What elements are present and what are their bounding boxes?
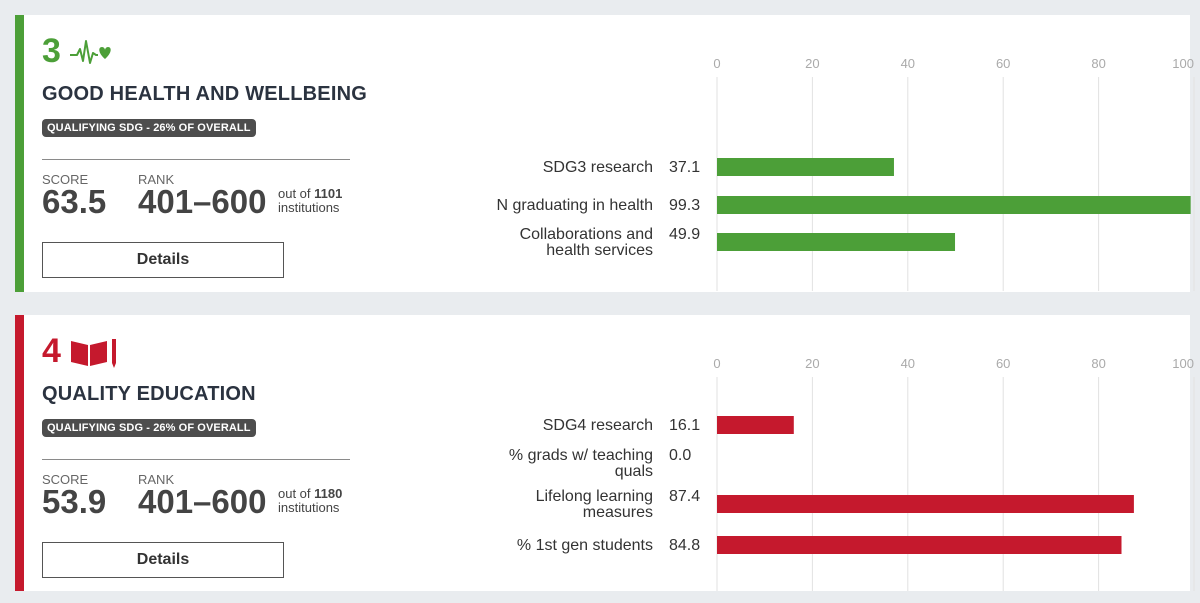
category-label-line: health services (546, 242, 653, 259)
value-label: 16.1 (669, 417, 700, 434)
category-label: SDG3 research (543, 159, 653, 176)
x-tick-label: 80 (1091, 56, 1105, 71)
sdg3-rank-value: 401–600 (138, 183, 267, 220)
sdg4-header: 4 (42, 332, 116, 370)
sdg3-out-of-total: 1101 (314, 186, 343, 201)
sdg4-out-of-suffix: institutions (278, 500, 340, 515)
sdg3-out-of-prefix: out of (278, 186, 311, 201)
value-label: 49.9 (669, 226, 700, 243)
x-tick-label: 60 (996, 56, 1010, 71)
category-label-line: % grads w/ teaching (509, 447, 653, 464)
category-label-line: N graduating in health (496, 197, 653, 214)
bar (717, 158, 894, 176)
x-tick-label: 0 (713, 56, 720, 71)
category-label-line: Collaborations and (520, 226, 653, 243)
sdg3-rank-label: RANK (138, 172, 175, 187)
sdg4-out-of-prefix: out of (278, 486, 311, 501)
sdg4-bar-chart: 0 20 40 60 80 100 SDG4 research 16.1 % grads w/ … (444, 315, 1200, 591)
x-tick-label: 40 (901, 356, 915, 371)
value-label: 99.3 (669, 197, 700, 214)
category-label: Lifelong learning measures (536, 488, 653, 521)
x-tick-label: 20 (805, 56, 819, 71)
x-tick-label: 80 (1091, 356, 1105, 371)
sdg3-bar-chart: 0 20 40 60 80 100 SDG3 research 37.1 N graduatin… (444, 15, 1200, 291)
sdg3-header: 3 (42, 33, 113, 69)
sdg3-out-of: out of 1101 institutions (278, 187, 342, 215)
sdg3-out-of-suffix: institutions (278, 200, 340, 215)
sdg3-chart-svg: 0 20 40 60 80 100 SDG3 research 37.1 N graduatin… (496, 56, 1195, 291)
sdg3-title: GOOD HEALTH AND WELLBEING (42, 83, 367, 105)
x-tick-label: 60 (996, 356, 1010, 371)
value-label: 37.1 (669, 159, 700, 176)
sdg3-divider (42, 159, 350, 160)
x-tick-label: 100 (1172, 356, 1194, 371)
x-tick-label: 0 (713, 356, 720, 371)
sdg4-details-button[interactable]: Details (42, 542, 284, 578)
category-label-line: quals (615, 463, 653, 480)
category-label-line: Lifelong learning (536, 488, 653, 505)
category-label: SDG4 research (543, 417, 653, 434)
book-pencil-icon (69, 333, 116, 369)
category-label: % 1st gen students (517, 537, 653, 554)
sdg3-score-value: 63.5 (42, 183, 107, 220)
bar (717, 495, 1134, 513)
category-label: % grads w/ teaching quals (509, 447, 653, 480)
sdg3-qualifying-badge: QUALIFYING SDG - 26% OF OVERALL (42, 119, 256, 137)
value-label: 0.0 (669, 447, 691, 464)
sdg4-divider (42, 459, 350, 460)
sdg4-title: QUALITY EDUCATION (42, 383, 256, 405)
bar (717, 233, 956, 251)
sdg4-out-of: out of 1180 institutions (278, 487, 342, 515)
x-tick-label: 20 (805, 356, 819, 371)
sdg4-rank-label: RANK (138, 472, 175, 487)
sdg4-score-label: SCORE (42, 472, 89, 487)
sdg4-qualifying-badge: QUALIFYING SDG - 26% OF OVERALL (42, 419, 256, 437)
sdg3-score-label: SCORE (42, 172, 89, 187)
category-label: Collaborations and health services (520, 226, 653, 259)
category-label: N graduating in health (496, 197, 653, 214)
sdg4-number: 4 (42, 332, 61, 370)
category-label-line: % 1st gen students (517, 537, 653, 554)
bar (717, 196, 1191, 214)
category-label-line: SDG3 research (543, 159, 653, 176)
value-label: 87.4 (669, 488, 700, 505)
x-tick-label: 100 (1172, 56, 1194, 71)
value-label: 84.8 (669, 537, 700, 554)
sdg4-out-of-total: 1180 (314, 486, 343, 501)
sdg3-details-button[interactable]: Details (42, 242, 284, 278)
sdg4-card: 4 QUALITY EDUCATION QUALIFYING SDG - 26%… (15, 315, 1195, 591)
bar (717, 416, 794, 434)
sdg3-card: 3 GOOD HEALTH AND WELLBEING QUALIFYING S… (15, 15, 1195, 292)
sdg3-number: 3 (42, 32, 61, 70)
x-tick-label: 40 (901, 56, 915, 71)
sdg4-score-value: 53.9 (42, 483, 107, 520)
sdg4-rank-value: 401–600 (138, 483, 267, 520)
category-label-line: measures (583, 504, 653, 521)
sdg4-chart-svg: 0 20 40 60 80 100 SDG4 research 16.1 % grads w/ … (509, 356, 1195, 591)
category-label-line: SDG4 research (543, 417, 653, 434)
heartbeat-icon (69, 33, 113, 69)
bar (717, 536, 1122, 554)
